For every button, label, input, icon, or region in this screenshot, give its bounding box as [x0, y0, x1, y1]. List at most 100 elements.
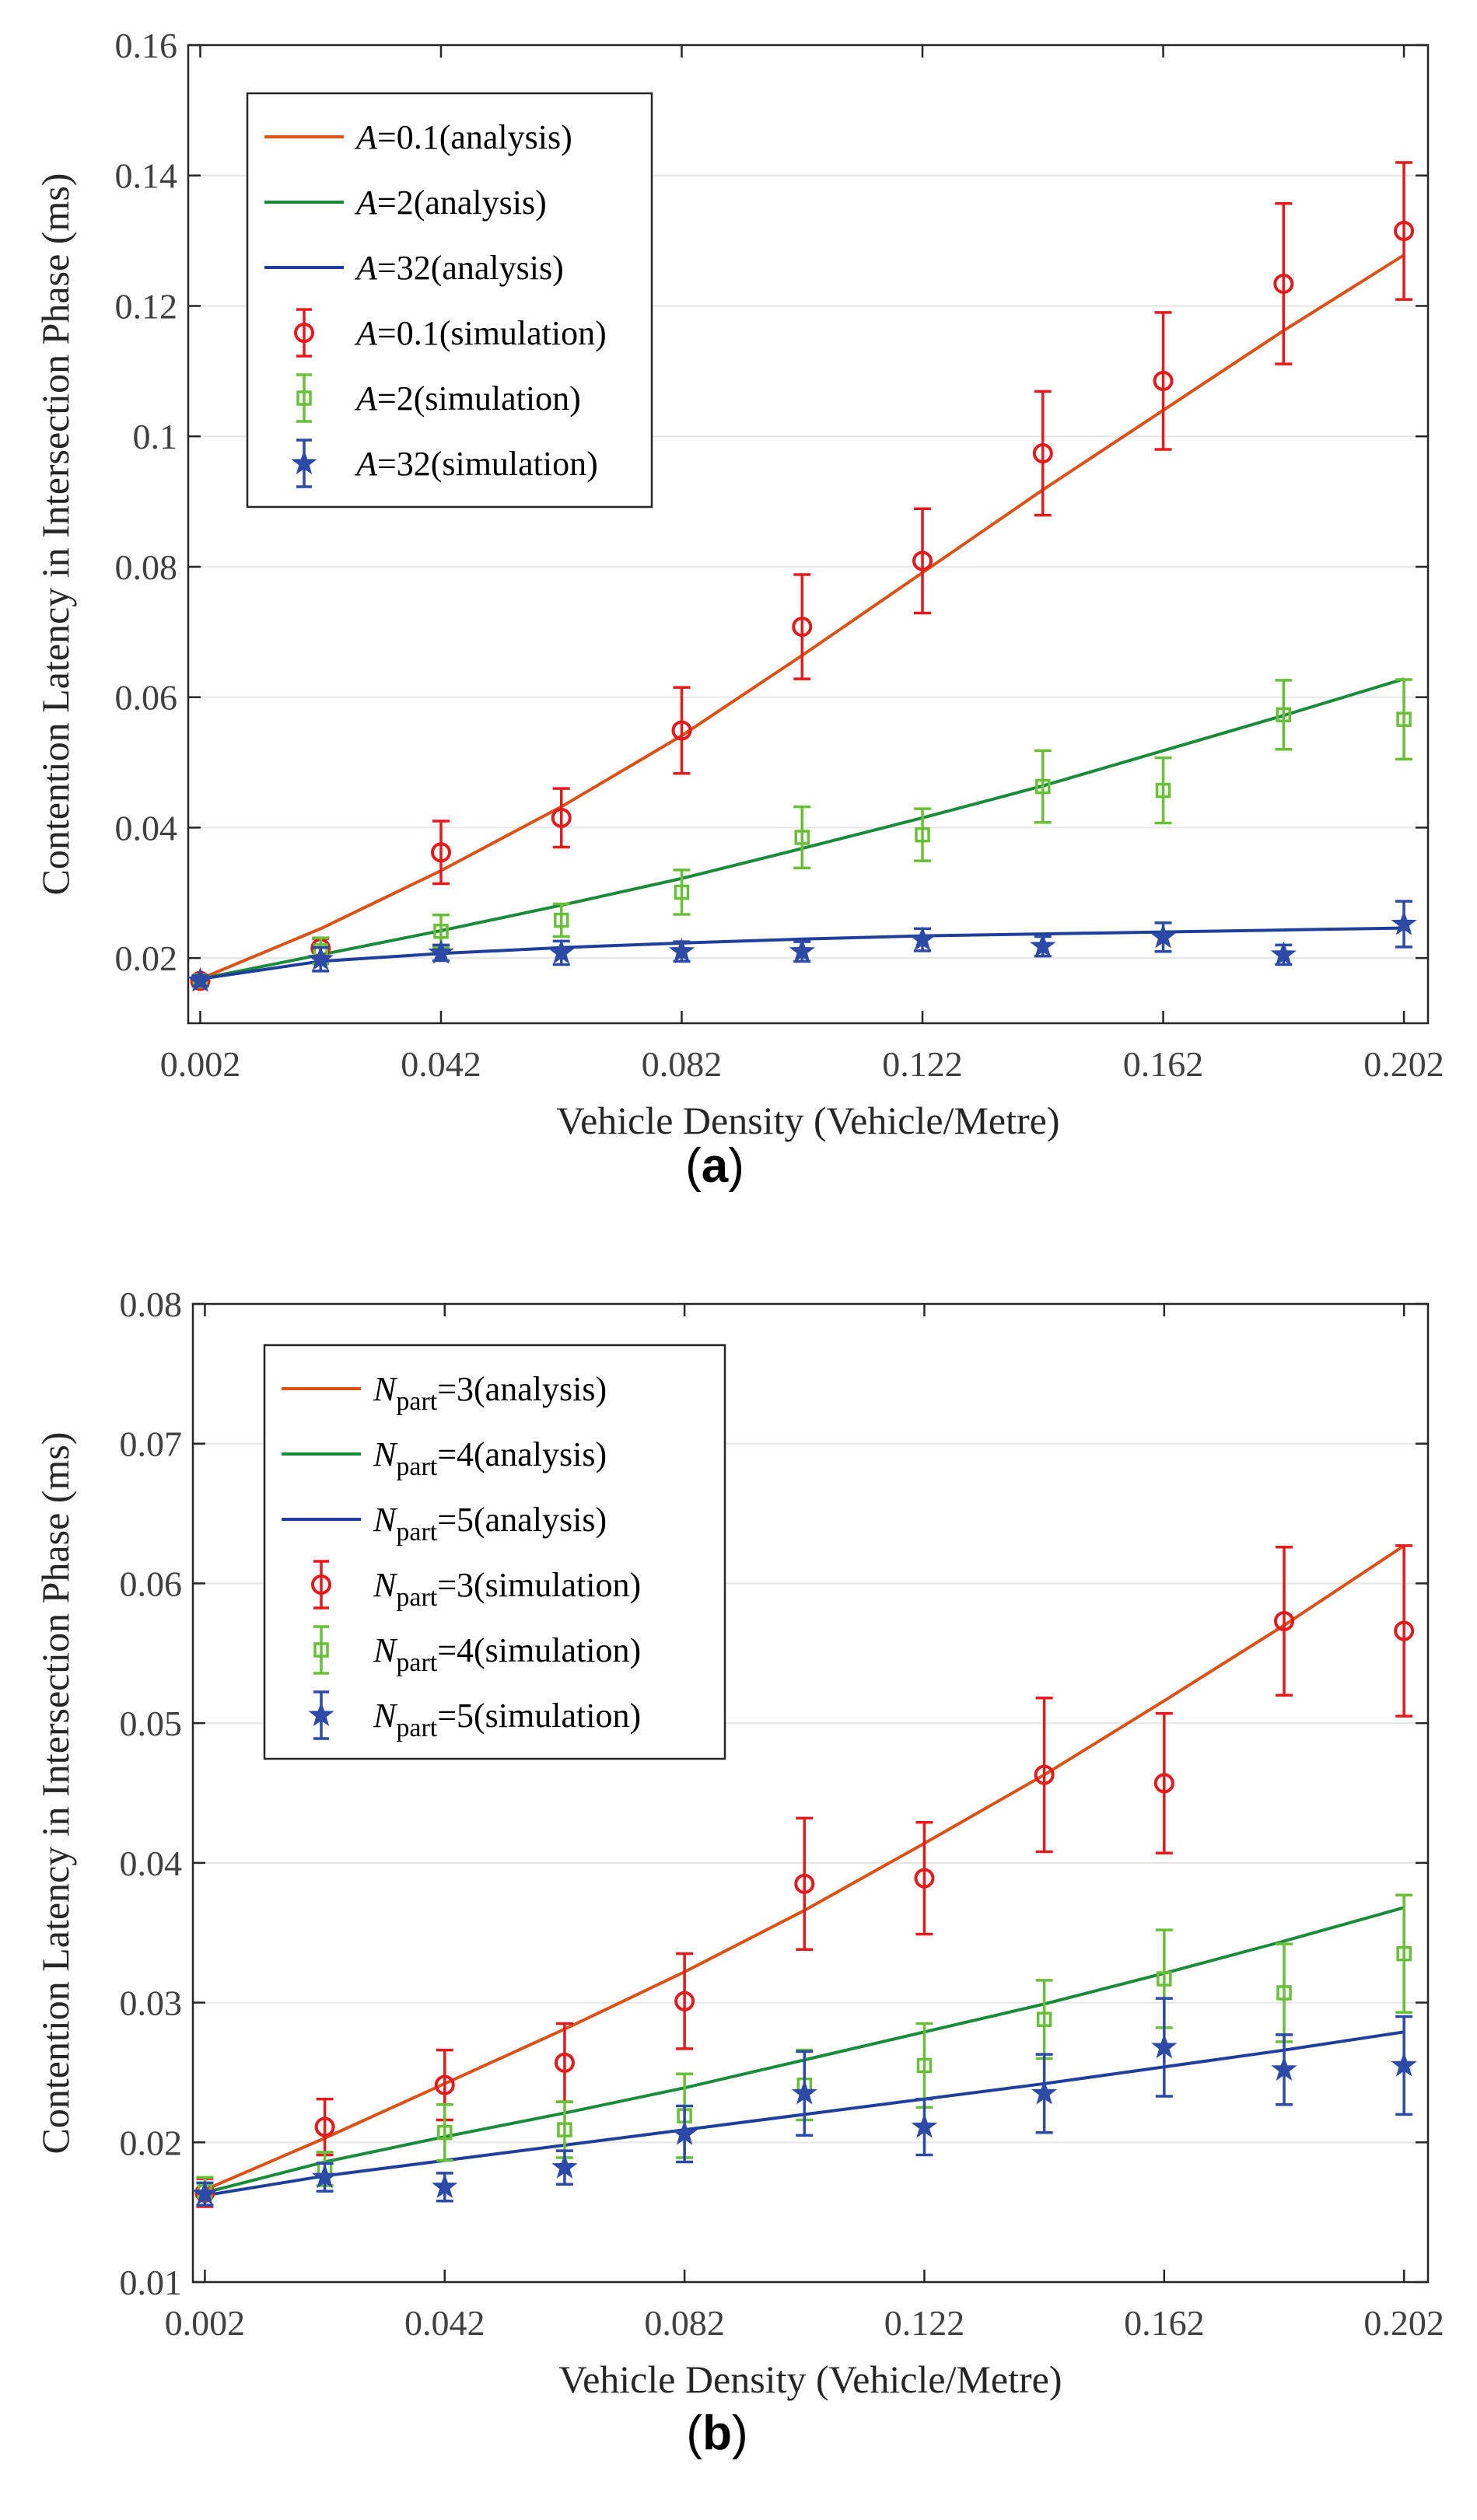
x-tick-label: 0.162 [1124, 2303, 1205, 2343]
data-point [1150, 923, 1177, 949]
data-point [553, 912, 569, 928]
data-point [1273, 1610, 1294, 1631]
x-tick-label: 0.202 [1363, 2303, 1444, 2343]
y-axis: 0.01 0.02 0.03 0.04 0.05 0.06 0.07 0.08 [120, 1284, 1428, 2302]
y-tick-label: 0.03 [120, 1983, 183, 2023]
data-point [311, 2163, 338, 2189]
data-point [314, 2116, 335, 2137]
legend-subscript: part [396, 1648, 437, 1677]
x-axis: 0.002 0.042 0.082 0.122 0.162 0.202 [160, 45, 1444, 1084]
error-bar [1155, 1711, 1173, 1855]
x-tick-label: 0.002 [160, 1044, 241, 1084]
error-bar [1275, 679, 1293, 751]
legend-text: =2(analysis) [377, 183, 547, 222]
error-bar [793, 805, 811, 870]
legend-variable: N [373, 1370, 398, 1408]
data-point [1034, 1764, 1055, 1785]
data-point [912, 550, 933, 571]
legend-variable: N [373, 1435, 398, 1473]
data-point [668, 938, 695, 963]
x-axis-label: Vehicle Density (Vehicle/Metre) [557, 1099, 1060, 1142]
x-tick-label: 0.202 [1363, 1044, 1444, 1084]
legend-variable: A [354, 249, 378, 287]
data-point [671, 2120, 698, 2145]
error-bar [673, 686, 691, 775]
legend-label: A=0.1(simulation) [354, 314, 607, 352]
data-point [187, 966, 214, 992]
x-tick-label: 0.162 [1123, 1044, 1204, 1084]
legend-text: =0.1(analysis) [377, 118, 572, 156]
error-bar [1154, 311, 1172, 451]
legend-item: A=32(analysis) [264, 249, 564, 287]
legend-subscript: part [396, 1714, 437, 1742]
error-bar [1275, 202, 1293, 365]
x-tick-label: 0.122 [882, 1044, 963, 1084]
legend-label: Npart=3(simulation) [373, 1566, 641, 1612]
data-point [1396, 1945, 1412, 1962]
error-bar [676, 1952, 694, 2050]
legend-label: A=2(analysis) [354, 183, 547, 222]
legend-variable: N [373, 1501, 398, 1539]
legend-swatch-marker [308, 1701, 334, 1727]
data-point [1394, 1620, 1415, 1641]
data-point [434, 2074, 455, 2095]
series-simulation-6 [187, 900, 1417, 992]
data-point [671, 720, 692, 741]
caption-letter: b [702, 2406, 732, 2460]
legend-label: A=0.1(analysis) [354, 118, 572, 156]
legend-text: =5(simulation) [437, 1697, 641, 1735]
legend-label: Npart=4(simulation) [373, 1631, 641, 1677]
legend-variable: A [354, 445, 378, 483]
data-point [1276, 1985, 1292, 2001]
panel-caption: (a) [685, 1139, 744, 1193]
x-tick-label: 0.082 [644, 2303, 725, 2343]
y-tick-label: 0.14 [115, 156, 178, 196]
legend-label: A=32(analysis) [354, 249, 564, 287]
legend-item: Npart=5(simulation) [308, 1690, 641, 1742]
x-tick-label: 0.082 [642, 1044, 723, 1084]
legend-subscript: part [396, 1583, 437, 1612]
data-point [191, 2180, 219, 2205]
legend-text: =32(simulation) [377, 445, 598, 483]
y-axis: 0.02 0.04 0.06 0.08 0.1 0.12 0.14 0.16 [115, 26, 1428, 978]
x-tick-label: 0.042 [401, 1044, 481, 1084]
legend-variable: N [373, 1631, 398, 1669]
y-tick-label: 0.07 [120, 1424, 183, 1464]
data-point [1394, 221, 1415, 242]
legend: A=0.1(analysis)A=2(analysis)A=32(analysi… [246, 92, 653, 509]
legend-variable: N [373, 1566, 398, 1604]
y-tick-label: 0.05 [120, 1704, 183, 1743]
series-simulation-6 [191, 1997, 1417, 2207]
data-point [1273, 273, 1294, 294]
y-tick-label: 0.06 [115, 678, 178, 718]
y-axis-label: Contention Latency in Intersection Phase… [33, 173, 77, 896]
legend-item: Npart=3(analysis) [282, 1370, 607, 1416]
legend-item: Npart=3(simulation) [311, 1560, 641, 1612]
data-point [794, 830, 810, 845]
data-point [911, 2113, 938, 2138]
data-point [674, 1990, 695, 2011]
legend: Npart=3(analysis)Npart=4(analysis)Npart=… [263, 1344, 726, 1760]
legend-text: =2(simulation) [377, 379, 581, 418]
data-point [792, 617, 813, 638]
caption-paren-open: ( [686, 2406, 702, 2460]
legend-text: =32(analysis) [377, 249, 564, 287]
data-point [428, 938, 454, 964]
legend-label: Npart=5(analysis) [373, 1501, 607, 1547]
data-point [437, 2124, 453, 2141]
legend-label: Npart=3(analysis) [373, 1370, 607, 1416]
y-axis-label: Contention Latency in Intersection Phase… [33, 1432, 77, 2155]
legend-variable: A [354, 183, 378, 222]
data-point [789, 938, 815, 963]
legend-subscript: part [396, 1452, 437, 1481]
data-point [1271, 2056, 1297, 2081]
legend-swatch-marker [294, 323, 314, 343]
legend-subscript: part [396, 1387, 437, 1416]
x-axis: 0.002 0.042 0.082 0.122 0.162 0.202 [165, 1304, 1444, 2343]
legend-subscript: part [396, 1518, 437, 1547]
y-tick-label: 0.01 [120, 2263, 183, 2302]
y-tick-label: 0.12 [115, 286, 178, 326]
data-point [1391, 2051, 1417, 2077]
data-point [1153, 1773, 1174, 1794]
legend-text: =0.1(simulation) [377, 314, 607, 352]
